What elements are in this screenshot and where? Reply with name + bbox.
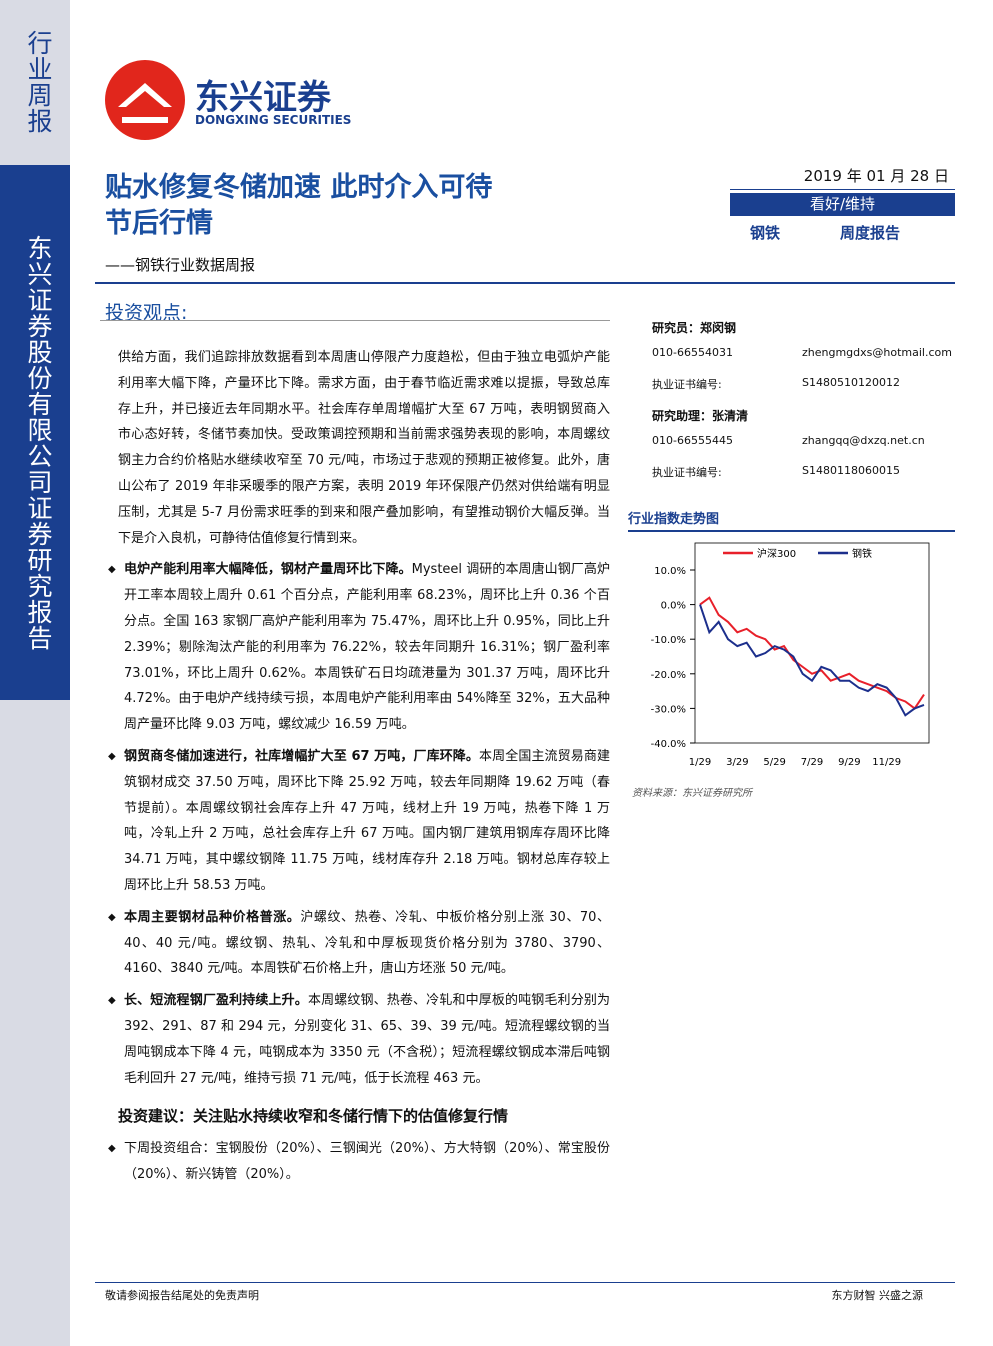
bullet-lead: 电炉产能利用率大幅降低，钢材产量周环比下降。 [124,562,412,578]
bullet-list: 电炉产能利用率大幅降低，钢材产量周环比下降。Mysteel 调研的本周唐山钢厂高… [108,557,610,1091]
subtitle: ——钢铁行业数据周报 [105,256,256,274]
logo-en: DONGXING SECURITIES [195,113,352,127]
x-tick-label: 9/29 [838,757,860,768]
y-tick-label: -20.0% [651,670,686,681]
x-tick-label: 3/29 [726,757,748,768]
y-tick-label: 10.0% [654,566,686,577]
phone: 010-66555445 [652,434,733,447]
report-type: 周度报告 [840,224,901,242]
advice-heading: 投资建议：关注贴水持续收窄和冬储行情下的估值修复行情 [118,1107,509,1126]
bullet-text: Mysteel 调研的本周唐山钢厂高炉开工率本周较上周升 0.61 个百分点，产… [124,562,610,733]
cert-label: 执业证书编号: [652,378,722,391]
rule [95,282,955,284]
series-line [699,596,925,710]
analyst-contact: 010-66554031 zhengmgdxs@hotmail.com [652,346,952,376]
bullet-lead: 长、短流程钢厂盈利持续上升。 [124,993,308,1009]
footer-right: 东方财智 兴盛之源 [831,1289,924,1302]
legend-label: 沪深300 [757,547,796,560]
bullet-lead: 钢贸商冬储加速进行，社库增幅扩大至 67 万吨，厂库环降。 [124,748,480,764]
company-vertical: 东兴证券股份有限公司证券研究报告 [24,235,53,651]
footer-left: 敬请参阅报告结尾处的免责声明 [105,1289,259,1302]
analyst-contact: 010-66555445 zhangqq@dxzq.net.cn [652,434,952,464]
section-heading: 投资观点: [105,302,188,324]
title: 贴水修复冬储加速 此时介入可待 节后行情 [105,170,492,242]
analysts: 研究员：郑闵钢 010-66554031 zhengmgdxs@hotmail.co… [652,318,952,494]
title-line: 贴水修复冬储加速 此时介入可待 [105,172,493,203]
paragraph: 供给方面，我们追踪排放数据看到本周唐山停限产力度趋松，但由于独立电弧炉产能利用率… [118,350,610,546]
y-tick-label: -10.0% [651,635,686,646]
advice: 下周投资组合：宝钢股份（20%）、三钢闽光（20%）、方大特钢（20%）、常宝股… [108,1136,610,1188]
x-tick-label: 1/29 [689,757,711,768]
bullet: 长、短流程钢厂盈利持续上升。本周螺纹钢、热卷、冷轧和中厚板的吨钢毛利分别为 39… [108,988,610,1091]
chart: 10.0% 0.0% -10.0% -20.0% -30.0% -40.0%1/29 3/2… [651,542,930,768]
bullet-lead: 本周主要钢材品种价格普涨。 [124,909,301,925]
date: 2019 年 01 月 28 日 [730,165,955,190]
sidebar-bottom [0,700,70,1346]
plot-frame [694,542,930,744]
email: zhangqq@dxzq.net.cn [802,434,925,447]
cert: S1480118060015 [802,464,900,477]
analyst-cert: 执业证书编号: S1480118060015 [652,464,952,494]
sidebar-band [0,165,70,700]
analyst-role: 研究员：郑闵钢 [652,321,737,335]
bullet-text: 本周螺纹钢、热卷、冷轧和中厚板的吨钢毛利分别为 392、291、87 和 294… [124,993,610,1086]
bullet: 本周主要钢材品种价格普涨。沪螺纹、热卷、冷轧、中板价格分别上涨 30、70、40… [108,905,610,982]
rule [95,1282,955,1283]
y-tick-label: -40.0% [651,739,686,750]
email: zhengmgdxs@hotmail.com [802,346,952,359]
chart-source: 资料来源：东兴证券研究所 [632,788,752,799]
rule [100,320,610,321]
date-text: 2019 年 01 月 28 日 [803,167,949,185]
analyst-role: 研究助理：张清清 [652,409,749,423]
analyst-cert: 执业证书编号: S1480510120012 [652,376,952,406]
cert: S1480510120012 [802,376,900,389]
logo-cn: 东兴证券 [195,78,331,118]
industry: 钢铁 [750,224,781,242]
x-tick-label: 11/29 [872,757,901,768]
sidebar-top [0,0,70,165]
bullet-text: 本周全国主流贸易商建筑钢材成交 37.50 万吨，周环比下降 25.92 万吨，… [124,748,610,893]
bullet-text: 沪螺纹、热卷、冷轧、中板价格分别上涨 30、70、40、40 元/吨。螺纹钢、热… [124,909,610,977]
series-line [699,604,925,717]
rule [628,530,955,532]
body: 供给方面，我们追踪排放数据看到本周唐山停限产力度趋松，但由于独立电弧炉产能利用率… [108,345,610,1188]
rating: 看好/维持 [730,193,955,216]
x-tick-label: 7/29 [801,757,823,768]
x-tick-label: 5/29 [763,757,785,768]
phone: 010-66554031 [652,346,733,359]
title-line: 节后行情 [105,208,213,239]
bullet: 钢贸商冬储加速进行，社库增幅扩大至 67 万吨，厂库环降。本周全国主流贸易商建筑… [108,744,610,899]
legend-label: 钢铁 [852,547,872,560]
chart-title: 行业指数走势图 [628,512,720,527]
logo-mark [105,60,185,140]
y-tick-label: -30.0% [651,704,686,715]
report-kind: 行业周报 [24,30,53,134]
bullet: 电炉产能利用率大幅降低，钢材产量周环比下降。Mysteel 调研的本周唐山钢厂高… [108,557,610,738]
cert-label: 执业证书编号: [652,466,722,479]
y-tick-label: 0.0% [661,601,686,612]
